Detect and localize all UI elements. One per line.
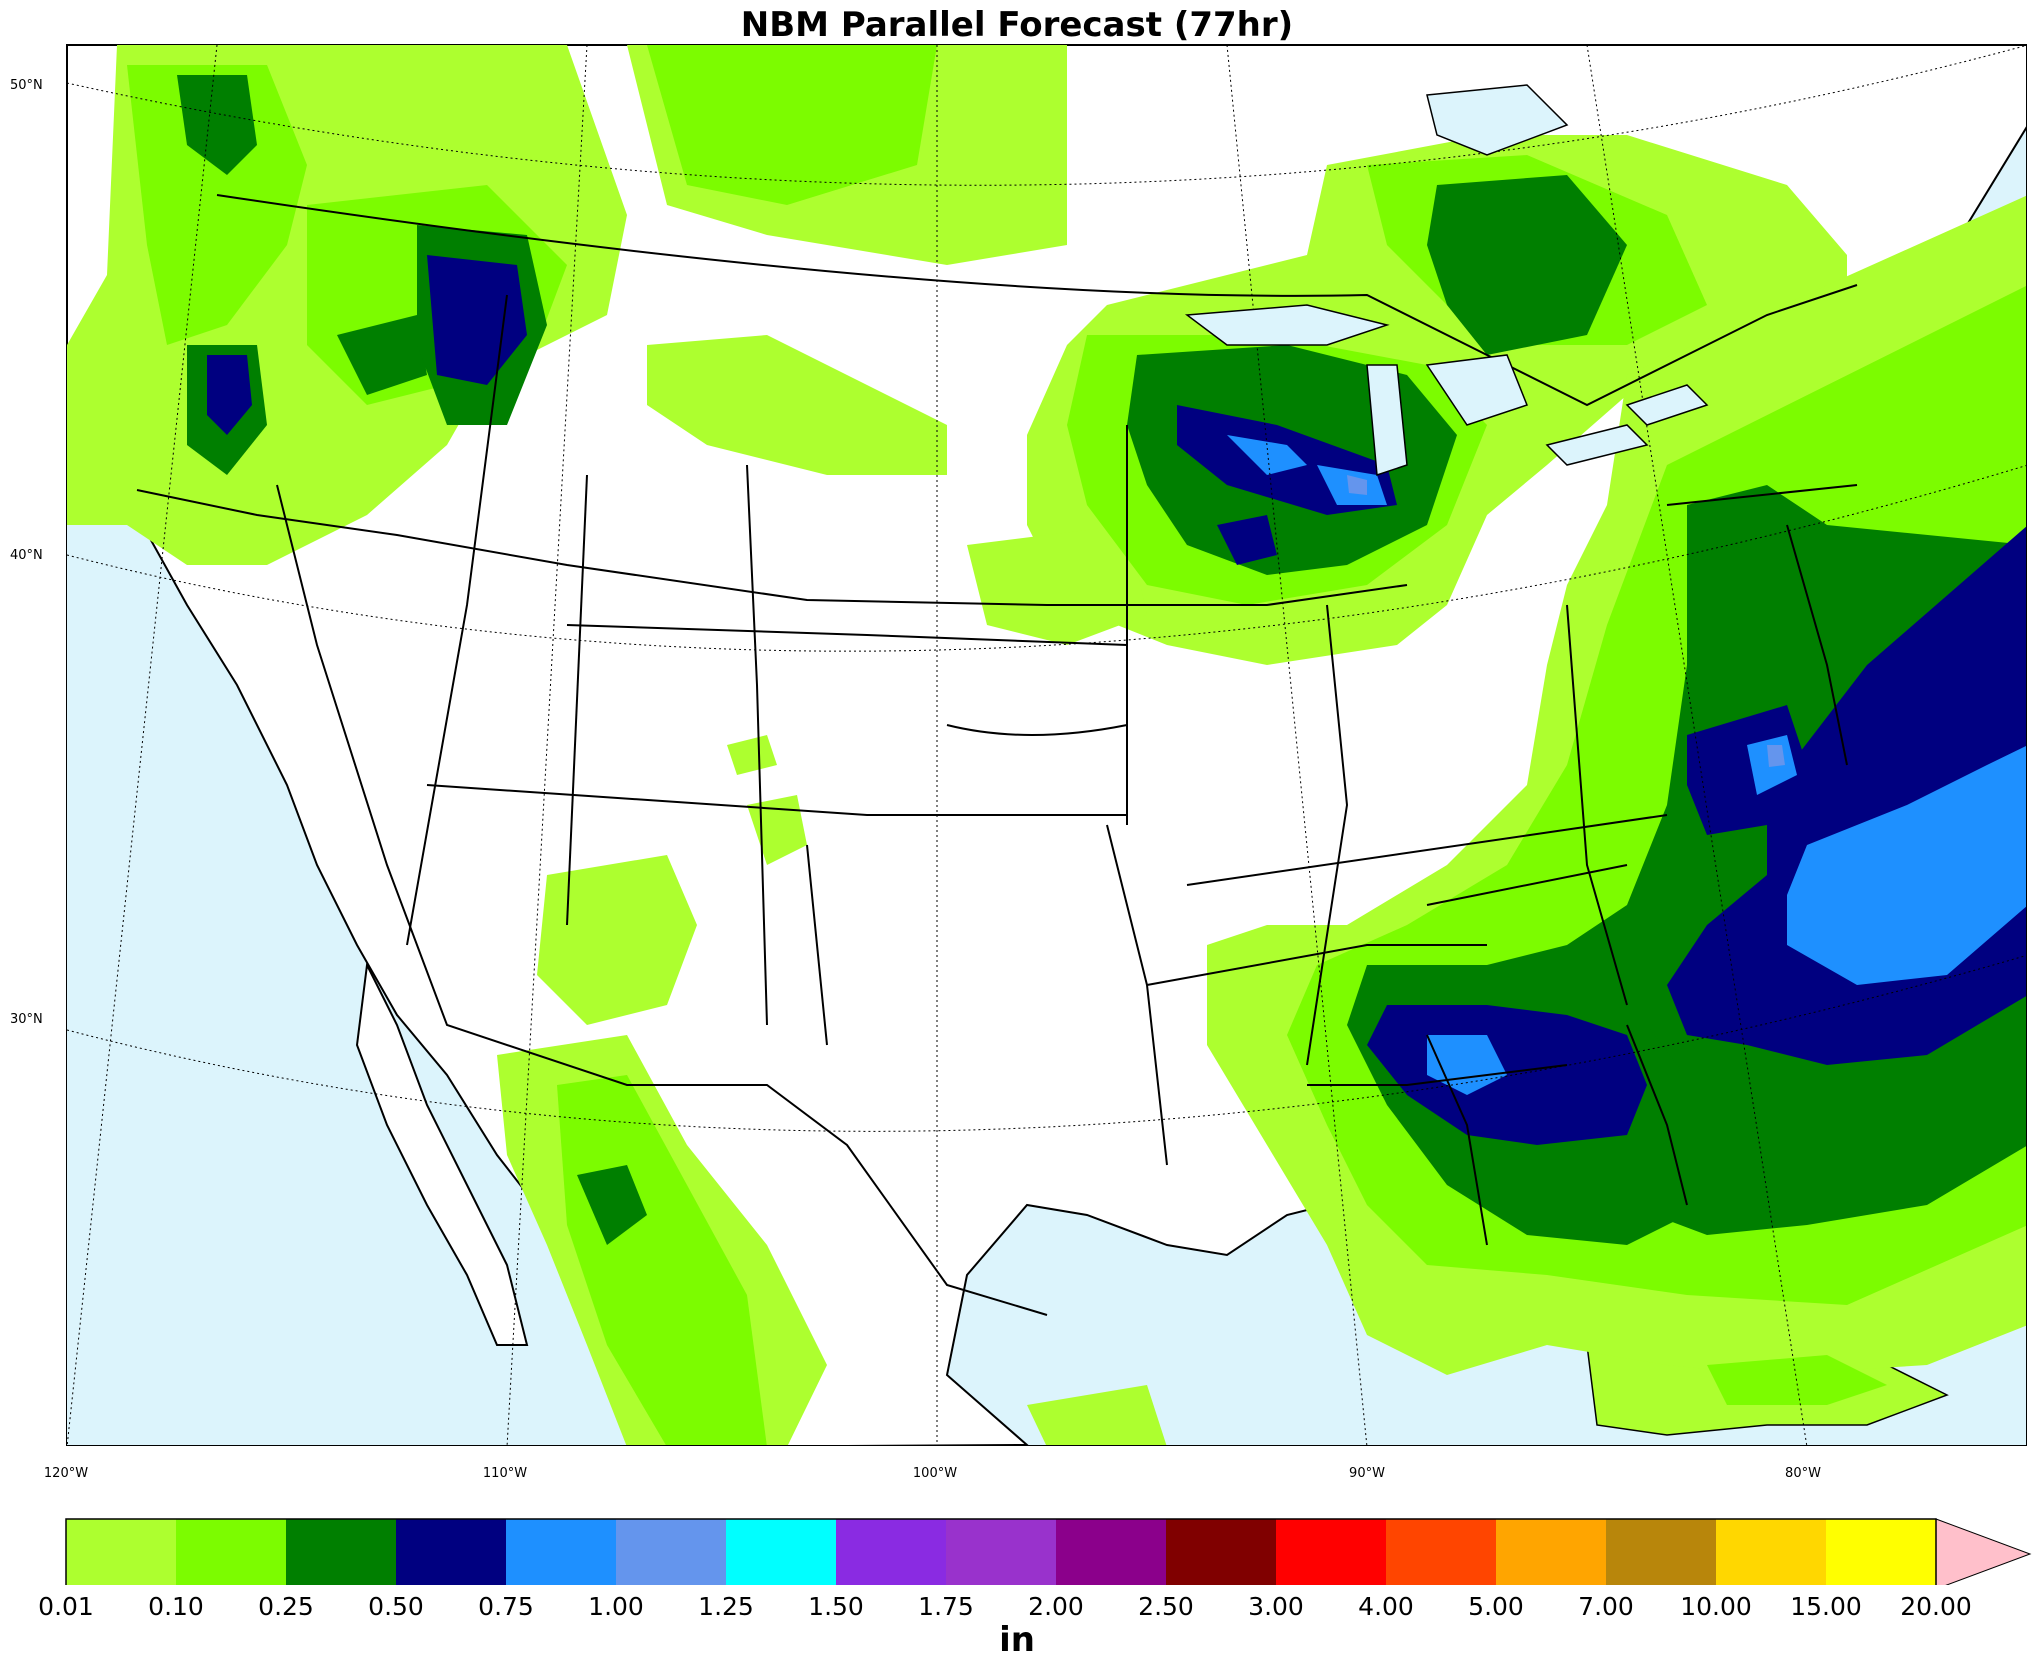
colorbar-tick-label: 4.00 [1358, 1592, 1414, 1621]
colorbar-swatch [396, 1519, 507, 1585]
colorbar-swatch [286, 1519, 397, 1585]
lon-label-90w: 90°W [1349, 1466, 1385, 1481]
colorbar [65, 1518, 2032, 1585]
lon-label-80w: 80°W [1785, 1466, 1821, 1481]
lat-label-30n: 30°N [10, 1012, 43, 1027]
colorbar-outline [65, 1518, 1937, 1585]
colorbar-swatch [1716, 1519, 1827, 1585]
colorbar-swatch [1826, 1519, 1937, 1585]
colorbar-tick-label: 0.25 [258, 1592, 314, 1621]
colorbar-swatch [176, 1519, 287, 1585]
colorbar-swatch [616, 1519, 727, 1585]
colorbar-tick-label: 10.00 [1680, 1592, 1752, 1621]
colorbar-tick-label: 5.00 [1468, 1592, 1524, 1621]
baja-peninsula [355, 961, 529, 1346]
political-borders [136, 194, 1858, 1316]
colorbar-extend-arrow [1935, 1518, 2032, 1585]
colorbar-tick-label: 1.25 [698, 1592, 754, 1621]
lon-label-120w: 120°W [43, 1466, 89, 1481]
colorbar-tick-label: 3.00 [1248, 1592, 1304, 1621]
colorbar-tick-label: 0.10 [148, 1592, 204, 1621]
colorbar-swatch [1606, 1519, 1717, 1585]
lat-label-50n: 50°N [10, 78, 43, 93]
colorbar-swatch [836, 1519, 947, 1585]
colorbar-swatch [1276, 1519, 1387, 1585]
precip-map [66, 44, 2027, 1446]
colorbar-tick-label: 0.50 [368, 1592, 424, 1621]
colorbar-swatch [1056, 1519, 1167, 1585]
colorbar-tick-label: 1.75 [918, 1592, 974, 1621]
graticule [67, 45, 2026, 1445]
colorbar-swatch [506, 1519, 617, 1585]
map-title: NBM Parallel Forecast (77hr) [740, 5, 1294, 45]
lon-label-110w: 110°W [482, 1466, 528, 1481]
colorbar-tick-label: 7.00 [1578, 1592, 1634, 1621]
colorbar-swatch [66, 1519, 177, 1585]
colorbar-swatch [1166, 1519, 1277, 1585]
colorbar-unit-label: in [999, 1620, 1035, 1660]
colorbar-tick-label: 2.50 [1138, 1592, 1194, 1621]
lon-label-100w: 100°W [912, 1466, 958, 1481]
great-lakes [1184, 84, 1709, 477]
lat-label-40n: 40°N [10, 548, 43, 563]
colorbar-tick-label: 15.00 [1790, 1592, 1862, 1621]
colorbar-swatch [726, 1519, 837, 1585]
colorbar-tick-label: 1.50 [808, 1592, 864, 1621]
colorbar-swatch [1496, 1519, 1607, 1585]
colorbar-tick-label: 2.00 [1028, 1592, 1084, 1621]
colorbar-tick-label: 0.75 [478, 1592, 534, 1621]
colorbar-tick-label: 20.00 [1900, 1592, 1972, 1621]
colorbar-swatch [946, 1519, 1057, 1585]
colorbar-swatch [1386, 1519, 1497, 1585]
map-canvas [67, 45, 2026, 1445]
colorbar-tick-label: 1.00 [588, 1592, 644, 1621]
colorbar-tick-label: 0.01 [38, 1592, 94, 1621]
precip-1-00 [1347, 475, 1785, 767]
